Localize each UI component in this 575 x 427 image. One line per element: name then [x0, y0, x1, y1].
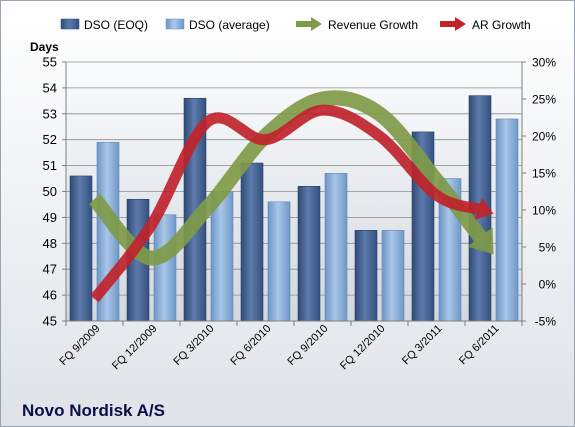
left-tick-label: 50	[43, 184, 57, 199]
revenue-growth-arrowhead	[467, 227, 494, 255]
left-tick-label: 52	[43, 132, 57, 147]
legend-label-dso-eoq: DSO (EOQ)	[84, 18, 148, 32]
left-tick-label: 46	[43, 288, 57, 303]
ar-growth-line	[90, 104, 482, 303]
bar-dso-average	[495, 118, 519, 322]
bar-dso-eoq	[297, 186, 321, 322]
ar-growth-arrowhead	[474, 197, 494, 220]
bar-dso-average	[153, 214, 177, 322]
right-tick-label: 30%	[532, 56, 556, 70]
right-tick-label: 10%	[532, 204, 556, 218]
right-tick-label: 15%	[532, 167, 556, 181]
right-tick-label: 25%	[532, 93, 556, 107]
left-tick-label: 55	[43, 55, 57, 70]
left-tick-label: 53	[43, 106, 57, 121]
left-axis-ticks: 45 46 47 48 49 50 51 52 53 54 55	[43, 55, 66, 329]
legend-label-revenue-growth: Revenue Growth	[328, 18, 418, 32]
bar-dso-average	[267, 201, 291, 322]
right-tick-label: -5%	[535, 315, 557, 329]
legend-swatch-dso-average	[165, 18, 185, 30]
legend-arrow-revenue-growth	[296, 17, 322, 31]
legend-swatch-dso-eoq	[60, 18, 80, 30]
left-tick-label: 48	[43, 236, 57, 251]
legend-label-ar-growth: AR Growth	[472, 18, 531, 32]
bar-dso-eoq	[240, 162, 264, 322]
right-tick-label: 20%	[532, 130, 556, 144]
growth-lines	[88, 90, 494, 303]
bar-dso-average	[324, 173, 348, 322]
legend-label-dso-average: DSO (average)	[189, 18, 270, 32]
bar-dso-eoq	[354, 230, 378, 322]
left-tick-label: 47	[43, 262, 57, 277]
chart-title: Novo Nordisk A/S	[22, 401, 165, 420]
left-tick-label: 54	[43, 80, 57, 95]
right-tick-label: 0%	[539, 278, 557, 292]
left-tick-label: 51	[43, 158, 57, 173]
left-tick-label: 49	[43, 210, 57, 225]
legend-arrow-ar-growth	[440, 17, 466, 31]
bar-dso-eoq	[69, 175, 93, 322]
right-axis-ticks: -5% 0% 5% 10% 15% 20% 25% 30%	[522, 56, 556, 329]
left-tick-label: 45	[43, 314, 57, 329]
legend: DSO (EOQ) DSO (average) Revenue Growth A…	[60, 17, 531, 32]
bar-dso-average	[381, 230, 405, 322]
right-tick-label: 5%	[539, 241, 557, 255]
y-axis-title: Days	[30, 40, 59, 54]
revenue-growth-line	[88, 90, 488, 266]
